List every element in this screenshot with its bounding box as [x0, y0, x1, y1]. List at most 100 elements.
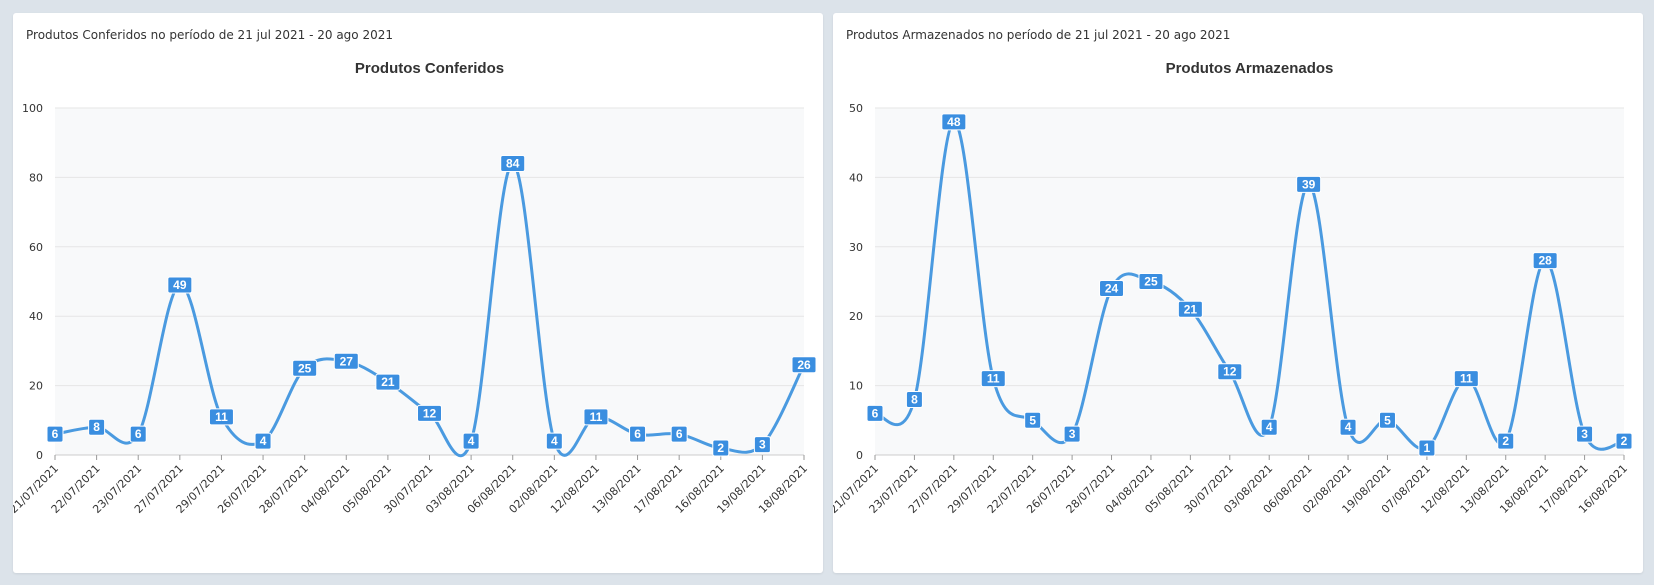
data-point: 12	[417, 404, 442, 422]
data-point: 4	[254, 432, 272, 450]
data-label-box	[905, 390, 923, 408]
y-tick-label: 10	[849, 380, 863, 393]
data-label: 4	[551, 434, 558, 448]
panel-header: Produtos Armazenados no período de 21 ju…	[846, 28, 1231, 42]
y-tick-label: 40	[29, 310, 43, 323]
data-label-box	[1378, 411, 1396, 429]
data-label: 11	[1460, 372, 1473, 386]
data-point: 6	[670, 425, 688, 443]
data-point: 21	[375, 373, 401, 391]
chart-conferidos: Produtos Conferidos02040608010021/07/202…	[13, 60, 817, 516]
data-label-box	[866, 404, 884, 422]
data-label: 5	[1029, 413, 1036, 427]
data-point: 25	[292, 359, 318, 377]
data-label-box	[417, 404, 442, 422]
data-label: 3	[1581, 427, 1588, 441]
data-label: 25	[1144, 275, 1158, 289]
data-label: 84	[506, 157, 520, 171]
y-tick-label: 50	[849, 102, 863, 115]
data-label: 25	[298, 361, 312, 375]
data-label: 8	[93, 420, 100, 434]
data-point: 39	[1296, 175, 1322, 193]
data-point: 6	[866, 404, 884, 422]
data-label-box	[629, 425, 647, 443]
data-label-box	[462, 432, 480, 450]
data-label-box	[791, 356, 817, 374]
data-point: 84	[500, 155, 526, 173]
data-label-box	[1177, 300, 1203, 318]
data-point: 3	[1063, 425, 1081, 443]
data-label-box	[1138, 273, 1164, 290]
y-tick-label: 0	[856, 449, 863, 462]
data-label: 12	[1223, 365, 1237, 379]
data-label-box	[545, 432, 563, 450]
data-point: 49	[167, 276, 193, 294]
data-label: 24	[1105, 281, 1119, 295]
data-label: 49	[173, 278, 187, 292]
data-label: 5	[1384, 413, 1391, 427]
data-label: 11	[590, 410, 603, 424]
data-label-box	[167, 276, 193, 294]
data-label: 4	[1345, 420, 1352, 434]
data-label: 12	[423, 406, 437, 420]
y-tick-label: 100	[22, 102, 43, 115]
data-point: 11	[1453, 370, 1479, 388]
data-point: 27	[333, 352, 359, 370]
data-label-box	[980, 370, 1006, 388]
data-point: 2	[1497, 432, 1515, 450]
data-point: 2	[1615, 432, 1633, 450]
data-label-box	[333, 352, 359, 370]
data-point: 28	[1532, 252, 1558, 270]
data-point: 3	[753, 436, 771, 454]
data-label-box	[129, 425, 147, 443]
data-label-box	[1217, 363, 1243, 381]
data-label: 2	[717, 441, 724, 455]
data-label-box	[941, 113, 967, 131]
chart-panel-conferidos: Produtos Conferidos no período de 21 jul…	[13, 13, 823, 573]
data-point: 5	[1024, 411, 1042, 429]
data-label-box	[1497, 432, 1515, 450]
data-label: 2	[1621, 434, 1628, 448]
data-label-box	[1418, 439, 1436, 457]
data-label-box	[1576, 425, 1594, 443]
data-label-box	[500, 155, 526, 173]
data-point: 11	[208, 408, 234, 426]
y-tick-label: 40	[849, 171, 863, 184]
data-label: 26	[797, 358, 811, 372]
data-label-box	[375, 373, 401, 391]
plot-area	[875, 108, 1624, 455]
data-label: 39	[1302, 177, 1316, 191]
data-point: 26	[791, 356, 817, 374]
data-label: 21	[1184, 302, 1198, 316]
chart-title: Produtos Conferidos	[355, 60, 504, 77]
data-label-box	[1260, 418, 1278, 436]
data-label: 1	[1424, 441, 1431, 455]
data-label: 6	[52, 427, 59, 441]
data-point: 12	[1217, 363, 1243, 381]
data-label: 28	[1538, 254, 1552, 268]
data-point: 4	[1339, 418, 1357, 436]
y-tick-label: 80	[29, 171, 43, 184]
data-label-box	[1099, 279, 1125, 297]
chart-title: Produtos Armazenados	[1166, 60, 1334, 77]
y-tick-label: 30	[849, 241, 863, 254]
data-label: 4	[468, 434, 475, 448]
data-point: 6	[629, 425, 647, 443]
data-label-box	[1532, 252, 1558, 270]
data-label-box	[1296, 175, 1322, 193]
data-point: 4	[1260, 418, 1278, 436]
data-point: 8	[88, 418, 106, 436]
data-label-box	[254, 432, 272, 450]
data-label: 2	[1502, 434, 1509, 448]
data-label-box	[208, 408, 234, 426]
data-point: 25	[1138, 273, 1164, 290]
data-label: 11	[987, 372, 1000, 386]
data-point: 11	[980, 370, 1006, 388]
data-label: 6	[135, 427, 142, 441]
data-label: 27	[340, 354, 354, 368]
data-point: 1	[1418, 439, 1436, 457]
data-point: 6	[46, 425, 64, 443]
data-point: 48	[941, 113, 967, 131]
data-label: 3	[1069, 427, 1076, 441]
y-tick-label: 0	[36, 449, 43, 462]
